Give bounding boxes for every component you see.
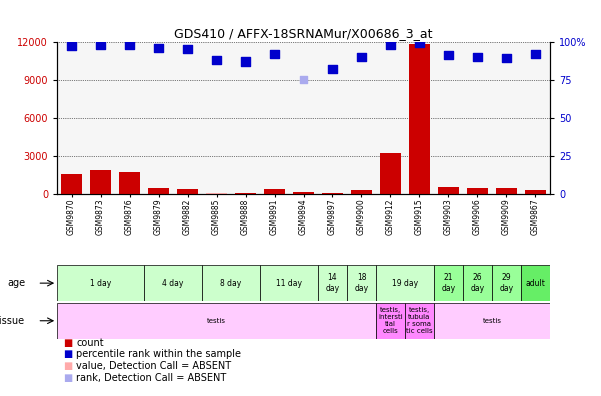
Bar	[496, 188, 517, 194]
Bar	[289, 42, 318, 194]
Point	[96, 42, 105, 48]
Bar	[322, 193, 343, 194]
Text: rank, Detection Call = ABSENT: rank, Detection Call = ABSENT	[76, 373, 227, 383]
Point	[472, 53, 482, 60]
Bar	[492, 265, 521, 301]
Bar	[57, 42, 86, 194]
Bar	[318, 42, 347, 194]
Bar	[468, 188, 487, 194]
Point	[183, 46, 192, 52]
Point	[386, 42, 395, 48]
Bar	[260, 265, 318, 301]
Title: GDS410 / AFFX-18SRNAMur/X00686_3_at: GDS410 / AFFX-18SRNAMur/X00686_3_at	[174, 27, 433, 40]
Point	[531, 51, 540, 57]
Text: 8 day: 8 day	[221, 279, 242, 287]
Bar	[376, 303, 405, 339]
Bar	[57, 303, 376, 339]
Text: 1 day: 1 day	[90, 279, 111, 287]
Bar	[57, 265, 144, 301]
Bar	[61, 174, 82, 194]
Bar	[202, 42, 231, 194]
Bar	[264, 189, 285, 194]
Text: 29
day: 29 day	[499, 274, 513, 293]
Bar	[521, 265, 550, 301]
Text: testis: testis	[207, 318, 226, 324]
Text: 4 day: 4 day	[162, 279, 184, 287]
Bar	[177, 189, 198, 194]
Bar	[434, 42, 463, 194]
Bar	[438, 187, 459, 194]
Bar	[409, 44, 430, 194]
Text: tissue: tissue	[0, 316, 25, 326]
Bar	[463, 265, 492, 301]
Bar	[120, 172, 139, 194]
Text: 21
day: 21 day	[441, 274, 456, 293]
Point	[212, 57, 221, 63]
Text: age: age	[7, 278, 25, 288]
Bar	[90, 170, 111, 194]
Text: 14
day: 14 day	[325, 274, 340, 293]
Text: 19 day: 19 day	[392, 279, 418, 287]
Point	[356, 53, 366, 60]
Point	[154, 44, 163, 51]
Bar	[376, 42, 405, 194]
Point	[444, 52, 453, 59]
Text: 11 day: 11 day	[276, 279, 302, 287]
Bar	[352, 190, 371, 194]
Bar	[521, 42, 550, 194]
Bar	[380, 153, 401, 194]
Bar	[434, 265, 463, 301]
Bar	[293, 192, 314, 194]
Bar	[492, 42, 521, 194]
Point	[502, 55, 511, 61]
Text: testis,
intersti
tial
cells: testis, intersti tial cells	[378, 307, 403, 334]
Bar	[347, 42, 376, 194]
Bar	[173, 42, 202, 194]
Point	[270, 51, 279, 57]
Bar	[86, 42, 115, 194]
Point	[67, 43, 76, 50]
Text: ■: ■	[63, 361, 72, 371]
Point	[328, 66, 337, 72]
Point	[415, 40, 424, 46]
Bar	[525, 190, 546, 194]
Bar	[318, 265, 347, 301]
Text: adult: adult	[525, 279, 545, 287]
Text: ■: ■	[63, 373, 72, 383]
Text: count: count	[76, 337, 104, 348]
Point	[299, 76, 308, 83]
Text: 26
day: 26 day	[471, 274, 484, 293]
Bar	[434, 303, 550, 339]
Text: testis: testis	[483, 318, 501, 324]
Bar	[144, 42, 173, 194]
Bar	[202, 265, 260, 301]
Bar	[236, 193, 255, 194]
Bar	[260, 42, 289, 194]
Bar	[405, 303, 434, 339]
Text: percentile rank within the sample: percentile rank within the sample	[76, 349, 242, 360]
Text: 18
day: 18 day	[355, 274, 368, 293]
Bar	[115, 42, 144, 194]
Bar	[405, 42, 434, 194]
Bar	[376, 265, 434, 301]
Point	[241, 58, 251, 65]
Bar	[144, 265, 202, 301]
Bar	[463, 42, 492, 194]
Bar	[347, 265, 376, 301]
Text: ■: ■	[63, 349, 72, 360]
Text: testis,
tubula
r soma
tic cells: testis, tubula r soma tic cells	[406, 307, 433, 334]
Bar	[148, 188, 169, 194]
Text: ■: ■	[63, 337, 72, 348]
Text: value, Detection Call = ABSENT: value, Detection Call = ABSENT	[76, 361, 231, 371]
Point	[125, 42, 135, 48]
Bar	[206, 193, 227, 194]
Bar	[231, 42, 260, 194]
